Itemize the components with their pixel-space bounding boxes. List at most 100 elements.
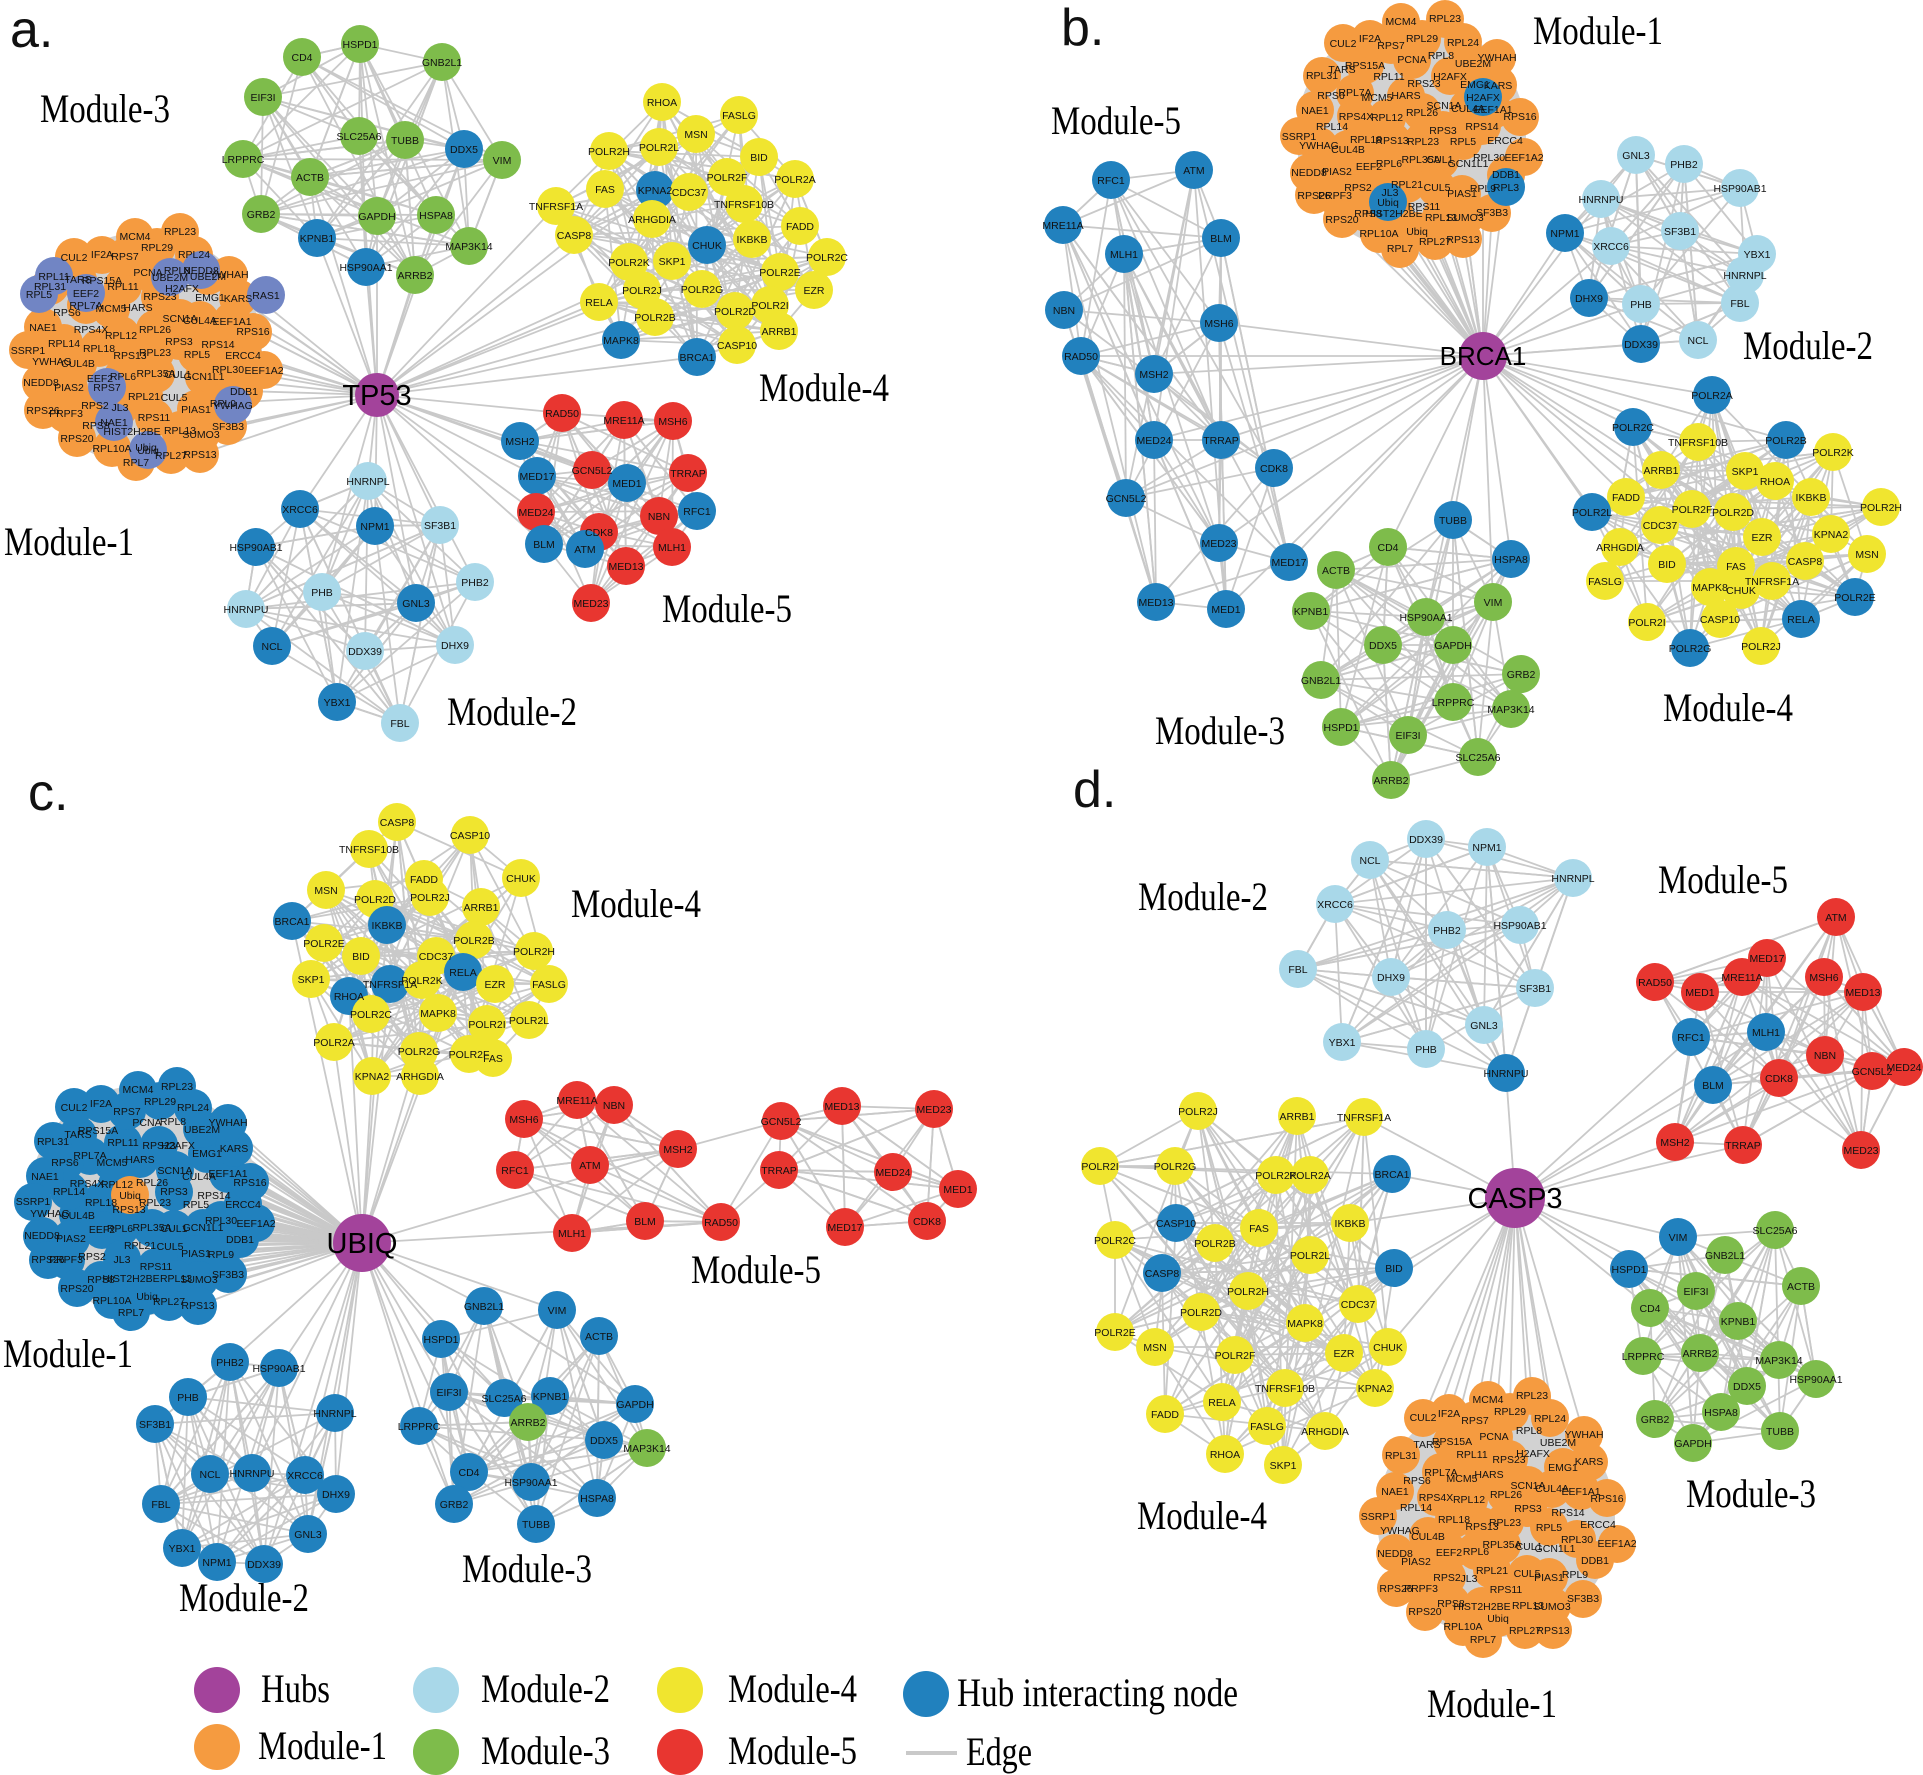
svg-text:MLH1: MLH1 <box>658 542 686 554</box>
svg-text:HSPD1: HSPD1 <box>423 1334 458 1346</box>
svg-text:MCM5: MCM5 <box>96 303 127 315</box>
svg-text:SKP1: SKP1 <box>1732 466 1759 478</box>
svg-text:PRPF3: PRPF3 <box>49 1254 83 1266</box>
svg-text:POLR2C: POLR2C <box>1094 1235 1136 1247</box>
svg-text:Ubiq: Ubiq <box>137 445 159 457</box>
svg-text:FAS: FAS <box>1249 1223 1269 1235</box>
svg-text:XRCC6: XRCC6 <box>1317 899 1353 911</box>
svg-text:RPL24: RPL24 <box>1447 37 1479 49</box>
svg-text:KPNA2: KPNA2 <box>638 185 673 197</box>
svg-text:BID: BID <box>352 951 370 963</box>
svg-text:POLR2I: POLR2I <box>468 1019 505 1031</box>
svg-text:CUL1: CUL1 <box>1516 1541 1543 1553</box>
svg-text:RPL6: RPL6 <box>107 1223 133 1235</box>
svg-text:POLR2G: POLR2G <box>681 284 724 296</box>
svg-text:KARS: KARS <box>1575 1456 1604 1468</box>
svg-text:MCM5: MCM5 <box>1362 92 1393 104</box>
svg-text:EEF1A2: EEF1A2 <box>236 1218 275 1230</box>
svg-text:EMG1: EMG1 <box>1548 1462 1578 1474</box>
svg-text:FBL: FBL <box>151 1499 170 1511</box>
svg-text:RPS7: RPS7 <box>1461 1415 1489 1427</box>
svg-text:POLR2K: POLR2K <box>608 257 649 269</box>
svg-text:CDK8: CDK8 <box>585 527 613 539</box>
svg-text:BRCA1: BRCA1 <box>274 916 309 928</box>
svg-text:RPL5: RPL5 <box>184 349 210 361</box>
svg-text:JL3: JL3 <box>1461 1573 1478 1585</box>
svg-text:GCN5L2: GCN5L2 <box>1852 1066 1893 1078</box>
svg-text:HNRNPU: HNRNPU <box>224 604 269 616</box>
svg-text:EIF3I: EIF3I <box>1683 1286 1708 1298</box>
svg-text:RPL31: RPL31 <box>1385 1450 1417 1462</box>
svg-text:POLR2H: POLR2H <box>513 946 555 958</box>
svg-text:CASP8: CASP8 <box>557 230 592 242</box>
svg-text:MSH6: MSH6 <box>1204 318 1233 330</box>
svg-text:POLR2J: POLR2J <box>1178 1106 1218 1118</box>
svg-text:FADD: FADD <box>786 221 814 233</box>
svg-text:NAE1: NAE1 <box>29 322 57 334</box>
svg-text:NPM1: NPM1 <box>1472 842 1501 854</box>
svg-text:SSRP1: SSRP1 <box>16 1196 51 1208</box>
svg-text:MSH6: MSH6 <box>1809 972 1838 984</box>
svg-text:HSP90AB1: HSP90AB1 <box>229 542 282 554</box>
svg-text:RPS26: RPS26 <box>26 405 59 417</box>
svg-text:XRCC6: XRCC6 <box>282 504 318 516</box>
svg-text:RPL18: RPL18 <box>1438 1514 1470 1526</box>
svg-text:FAS: FAS <box>483 1053 503 1065</box>
svg-text:H2AFX: H2AFX <box>165 283 199 295</box>
svg-text:RAD50: RAD50 <box>1064 351 1098 363</box>
svg-text:MED23: MED23 <box>573 598 608 610</box>
svg-text:HNRNPL: HNRNPL <box>313 1408 356 1420</box>
svg-text:NCL: NCL <box>199 1469 220 1481</box>
svg-text:RPS13: RPS13 <box>183 449 216 461</box>
svg-text:RPS7: RPS7 <box>113 1106 141 1118</box>
svg-text:Module-3: Module-3 <box>40 86 170 131</box>
svg-text:HIST2H2BE: HIST2H2BE <box>1365 208 1422 220</box>
svg-text:YWHAG: YWHAG <box>1299 140 1339 152</box>
svg-text:GAPDH: GAPDH <box>1434 640 1471 652</box>
svg-text:FAS: FAS <box>595 184 615 196</box>
svg-text:RPS16: RPS16 <box>236 326 269 338</box>
svg-text:PHB: PHB <box>1415 1044 1437 1056</box>
svg-text:RHOA: RHOA <box>1760 476 1790 488</box>
svg-text:EEF1A1: EEF1A1 <box>1473 104 1512 116</box>
svg-text:IKBKB: IKBKB <box>1335 1218 1366 1230</box>
svg-text:RPS11: RPS11 <box>1408 201 1441 213</box>
svg-text:RPL18: RPL18 <box>85 1197 117 1209</box>
svg-text:PIAS2: PIAS2 <box>54 382 84 394</box>
svg-text:Module-4: Module-4 <box>1137 1493 1267 1538</box>
svg-text:DHX9: DHX9 <box>441 640 469 652</box>
svg-text:RPS2: RPS2 <box>81 400 109 412</box>
svg-text:LRPPRC: LRPPRC <box>398 1421 441 1433</box>
svg-text:RPL10A: RPL10A <box>1359 228 1398 240</box>
svg-text:MAPK8: MAPK8 <box>1287 1318 1323 1330</box>
svg-text:HIST2H2BE: HIST2H2BE <box>103 426 160 438</box>
svg-text:RPL35A: RPL35A <box>132 1222 171 1234</box>
svg-text:DDB1: DDB1 <box>230 386 258 398</box>
svg-text:EZR: EZR <box>1334 1348 1355 1360</box>
svg-text:RPL7A: RPL7A <box>73 1150 106 1162</box>
svg-text:TARS: TARS <box>1328 64 1355 76</box>
svg-text:HSPA8: HSPA8 <box>580 1493 614 1505</box>
svg-text:ERCC4: ERCC4 <box>225 350 261 362</box>
svg-text:CUL2: CUL2 <box>61 1102 88 1114</box>
svg-text:POLR2D: POLR2D <box>714 306 756 318</box>
svg-text:EEF1A2: EEF1A2 <box>244 365 283 377</box>
svg-text:DHX9: DHX9 <box>1575 293 1603 305</box>
svg-text:RPS16: RPS16 <box>1503 111 1536 123</box>
svg-text:RPL7: RPL7 <box>1470 1634 1496 1646</box>
svg-text:CD4: CD4 <box>1639 1303 1660 1315</box>
svg-text:KPNA2: KPNA2 <box>1814 529 1849 541</box>
svg-text:EMG1: EMG1 <box>192 1148 222 1160</box>
svg-text:CDC37: CDC37 <box>1643 520 1678 532</box>
svg-text:NCL: NCL <box>261 641 282 653</box>
svg-text:CUL2: CUL2 <box>61 252 88 264</box>
svg-text:GNL3: GNL3 <box>1622 150 1650 162</box>
svg-text:SCN1A: SCN1A <box>1510 1480 1545 1492</box>
svg-text:IF2A: IF2A <box>91 249 113 261</box>
svg-text:RPS20: RPS20 <box>1408 1606 1441 1618</box>
svg-text:POLR2J: POLR2J <box>410 892 450 904</box>
svg-text:RPL12: RPL12 <box>105 330 137 342</box>
svg-text:FBL: FBL <box>1288 964 1307 976</box>
svg-text:KARS: KARS <box>1484 80 1513 92</box>
svg-text:RPS6: RPS6 <box>1317 90 1345 102</box>
